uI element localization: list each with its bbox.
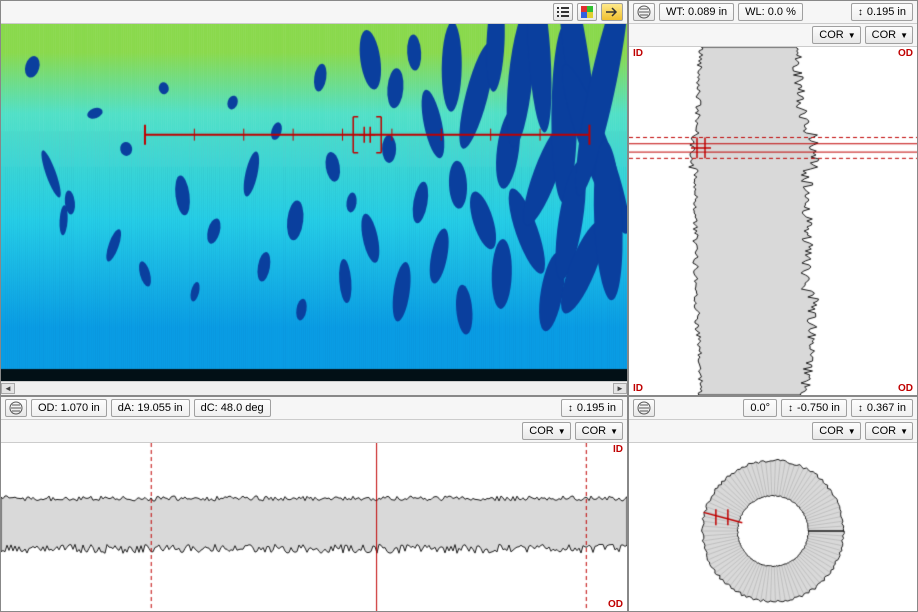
horizontal-profile-panel: OD: 1.070 in dA: 19.055 in dC: 48.0 deg …: [0, 396, 628, 612]
vprofile-canvas[interactable]: [629, 47, 917, 395]
dropdown-label: COR: [819, 425, 843, 437]
vprofile-dropdown-2[interactable]: COR ▼: [865, 26, 913, 44]
offset-readout: ↕ -0.750 in: [781, 399, 847, 417]
hprofile-toolbar: OD: 1.070 in dA: 19.055 in dC: 48.0 deg …: [1, 397, 627, 420]
ring-panel: 0.0° ↕ -0.750 in ↕ 0.367 in COR ▼ COR ▼: [628, 396, 918, 612]
radius-readout: ↕ 0.367 in: [851, 399, 913, 417]
updown-icon: ↕: [788, 403, 793, 414]
da-value: dA: 19.055 in: [118, 402, 183, 414]
vprofile-dropdown-1[interactable]: COR ▼: [812, 26, 860, 44]
vprofile-canvas-area[interactable]: ID OD ID OD: [629, 47, 917, 395]
cscan-hscroll[interactable]: ◄ ►: [1, 381, 627, 395]
profile-icon[interactable]: [633, 399, 655, 417]
list-icon[interactable]: [553, 3, 573, 21]
updown-icon: ↕: [858, 403, 863, 414]
chevron-down-icon: ▼: [900, 31, 908, 40]
wt-readout: WT: 0.089 in: [659, 3, 734, 21]
angle-readout: 0.0°: [743, 399, 777, 417]
ring-dropdown-2[interactable]: COR ▼: [865, 422, 913, 440]
ring-dropdown-1[interactable]: COR ▼: [812, 422, 860, 440]
hprofile-dropdown-2[interactable]: COR ▼: [575, 422, 623, 440]
profile-icon[interactable]: [5, 399, 27, 417]
vertical-profile-panel: WT: 0.089 in WL: 0.0 % ↕ 0.195 in COR ▼ CO…: [628, 0, 918, 396]
da-readout: dA: 19.055 in: [111, 399, 190, 417]
dc-value: dC: 48.0 deg: [201, 402, 264, 414]
dropdown-label: COR: [529, 425, 553, 437]
cscan-canvas[interactable]: [1, 24, 627, 381]
cscan-panel: ◄ ►: [0, 0, 628, 396]
vprofile-toolbar: WT: 0.089 in WL: 0.0 % ↕ 0.195 in: [629, 1, 917, 24]
wl-readout: WL: 0.0 %: [738, 3, 803, 21]
od-label-bottom: OD: [896, 382, 915, 395]
updown-icon: ↕: [858, 7, 863, 18]
scroll-right-icon[interactable]: ►: [613, 383, 627, 394]
id-label-bottom: ID: [631, 382, 645, 395]
od-label: OD: [606, 598, 625, 611]
arrow-right-icon[interactable]: [601, 3, 623, 21]
dropdown-label: COR: [872, 29, 896, 41]
hprofile-canvas[interactable]: [1, 443, 627, 611]
chevron-down-icon: ▼: [558, 427, 566, 436]
chevron-down-icon: ▼: [610, 427, 618, 436]
vprofile-toolbar2: COR ▼ COR ▼: [629, 24, 917, 47]
offset-value: -0.750 in: [797, 402, 840, 414]
hprofile-canvas-area[interactable]: ID OD: [1, 443, 627, 611]
chevron-down-icon: ▼: [848, 31, 856, 40]
dropdown-label: COR: [872, 425, 896, 437]
angle-value: 0.0°: [750, 402, 770, 414]
ring-toolbar2: COR ▼ COR ▼: [629, 420, 917, 443]
ring-canvas[interactable]: [629, 443, 917, 611]
profile-icon[interactable]: [633, 3, 655, 21]
ring-toolbar: 0.0° ↕ -0.750 in ↕ 0.367 in: [629, 397, 917, 420]
id-label: ID: [611, 443, 625, 456]
id-label-top: ID: [631, 47, 645, 60]
dropdown-label: COR: [819, 29, 843, 41]
updown-icon: ↕: [568, 403, 573, 414]
od-label-top: OD: [896, 47, 915, 60]
palette-icon[interactable]: [577, 3, 597, 21]
dc-readout: dC: 48.0 deg: [194, 399, 271, 417]
radius-value: 0.367 in: [867, 402, 906, 414]
vthickness-value: 0.195 in: [867, 6, 906, 18]
wl-value: WL: 0.0 %: [745, 6, 796, 18]
od-value: OD: 1.070 in: [38, 402, 100, 414]
hprofile-toolbar2: COR ▼ COR ▼: [1, 420, 627, 443]
dropdown-label: COR: [582, 425, 606, 437]
hthickness-value: 0.195 in: [577, 402, 616, 414]
cscan-canvas-area[interactable]: [1, 24, 627, 381]
chevron-down-icon: ▼: [848, 427, 856, 436]
ring-canvas-area[interactable]: [629, 443, 917, 611]
chevron-down-icon: ▼: [900, 427, 908, 436]
cscan-toolbar: [1, 1, 627, 24]
scroll-left-icon[interactable]: ◄: [1, 383, 15, 394]
hprofile-dropdown-1[interactable]: COR ▼: [522, 422, 570, 440]
wt-value: WT: 0.089 in: [666, 6, 727, 18]
od-readout: OD: 1.070 in: [31, 399, 107, 417]
hthickness-readout: ↕ 0.195 in: [561, 399, 623, 417]
vthickness-readout: ↕ 0.195 in: [851, 3, 913, 21]
